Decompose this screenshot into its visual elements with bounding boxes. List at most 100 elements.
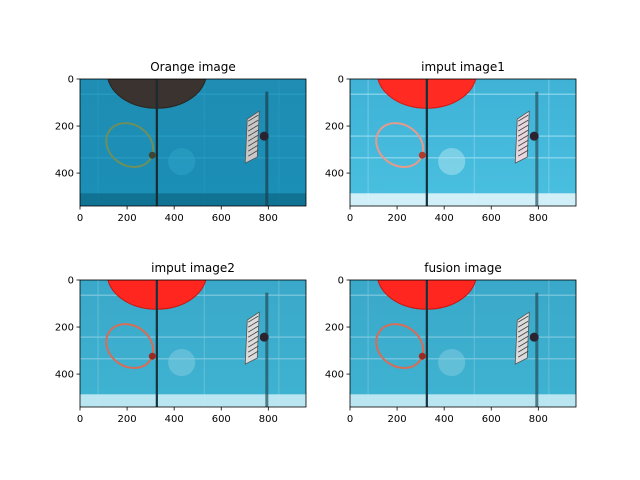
ladder-rung — [518, 345, 529, 353]
x-tick-label: 800 — [259, 414, 278, 425]
ladder-rung — [518, 139, 529, 147]
x-tick-label: 400 — [165, 213, 184, 224]
ladder-rung — [518, 340, 529, 348]
axes-frame — [349, 78, 577, 207]
ladder-rung — [248, 330, 259, 338]
ladder-panel — [514, 311, 530, 365]
y-tick-label: 200 — [55, 122, 74, 133]
ladder-rung — [518, 320, 529, 328]
dark-disc — [529, 332, 539, 342]
x-tick-label: 400 — [165, 414, 184, 425]
x-tick-label: 0 — [347, 213, 353, 224]
hoop-ring — [375, 323, 425, 369]
panel-input2: imput image2 0 200 400 600 800 0 200 400 — [55, 261, 307, 425]
axes-frame — [79, 78, 307, 207]
pole — [265, 292, 269, 407]
rope-knot — [148, 151, 156, 159]
pool-floor — [350, 193, 576, 206]
ladder-rung — [518, 119, 529, 127]
rope-knot — [418, 151, 426, 159]
dark-disc — [259, 131, 269, 141]
dark-disc — [259, 332, 269, 342]
rope-knot — [418, 352, 426, 360]
panel-image-orange — [80, 79, 306, 206]
x-tick-label: 600 — [212, 213, 231, 224]
y-tick-label: 0 — [68, 276, 74, 287]
axes-frame — [79, 279, 307, 408]
dark-disc — [529, 131, 539, 141]
x-tick-label: 0 — [347, 414, 353, 425]
pole — [535, 292, 539, 407]
y-tick-label: 200 — [325, 323, 344, 334]
ladder-rung — [248, 315, 259, 323]
y-tick-label: 400 — [325, 169, 344, 180]
x-tick-label: 200 — [118, 213, 137, 224]
x-tick-label: 800 — [529, 213, 548, 224]
x-tick-label: 400 — [435, 414, 454, 425]
panel-input1: imput image1 0 200 400 600 800 0 200 400 — [325, 60, 577, 224]
ladder-rung — [518, 325, 529, 333]
ladder-rung — [518, 134, 529, 142]
y-tick-label: 0 — [338, 75, 344, 86]
x-tick-label: 0 — [77, 414, 83, 425]
panel-image-input1 — [350, 79, 576, 206]
ladder-panel — [244, 110, 260, 164]
ladder-panel — [244, 311, 260, 365]
x-tick-label: 200 — [388, 213, 407, 224]
water-background — [350, 280, 576, 407]
y-tick-label: 200 — [325, 122, 344, 133]
panel-image-fusion — [350, 280, 576, 407]
pool-floor — [80, 394, 306, 407]
water-background — [80, 79, 306, 206]
ladder-rung — [518, 330, 529, 338]
glow-spot — [168, 348, 196, 377]
water-background — [350, 79, 576, 206]
ladder-rung — [248, 340, 259, 348]
ladder-rung — [518, 149, 529, 157]
panel-image-input2 — [80, 280, 306, 407]
hoop-ring — [375, 122, 425, 168]
ladder-panel — [514, 110, 530, 164]
ladder-rung — [518, 124, 529, 132]
ladder-rung — [248, 149, 259, 157]
pole — [265, 91, 269, 206]
ladder-rung — [248, 335, 259, 343]
ladder-rung — [248, 124, 259, 132]
x-tick-label: 400 — [435, 213, 454, 224]
x-tick-label: 800 — [529, 414, 548, 425]
axes-frame — [349, 279, 577, 408]
y-tick-label: 0 — [68, 75, 74, 86]
panel-title: Orange image — [150, 60, 236, 74]
ladder-rung — [518, 144, 529, 152]
pool-floor — [80, 193, 306, 206]
ladder-rung — [518, 129, 529, 137]
y-tick-label: 200 — [55, 323, 74, 334]
ladder-rung — [518, 350, 529, 358]
glow-spot — [438, 348, 466, 377]
rope-knot — [148, 352, 156, 360]
y-tick-label: 400 — [325, 370, 344, 381]
ladder-rung — [518, 335, 529, 343]
x-tick-label: 200 — [118, 414, 137, 425]
pole — [535, 91, 539, 206]
ladder-rung — [248, 134, 259, 142]
x-tick-label: 600 — [212, 414, 231, 425]
panel-fusion: fusion image 0 200 400 600 800 0 200 400 — [325, 261, 577, 425]
ladder-rung — [248, 320, 259, 328]
ladder-rung — [248, 144, 259, 152]
ladder-rung — [248, 114, 259, 122]
glow-spot — [168, 147, 196, 176]
x-tick-label: 0 — [77, 213, 83, 224]
panel-title: fusion image — [424, 261, 502, 275]
ladder-rung — [518, 114, 529, 122]
y-tick-label: 400 — [55, 370, 74, 381]
y-tick-label: 0 — [338, 276, 344, 287]
panel-orange: Orange image 0 200 400 600 800 0 200 400 — [55, 60, 307, 224]
glow-spot — [438, 147, 466, 176]
ladder-rung — [248, 325, 259, 333]
hoop-ring — [105, 122, 155, 168]
x-tick-label: 800 — [259, 213, 278, 224]
ladder-rung — [248, 139, 259, 147]
panel-title: imput image1 — [421, 60, 505, 74]
